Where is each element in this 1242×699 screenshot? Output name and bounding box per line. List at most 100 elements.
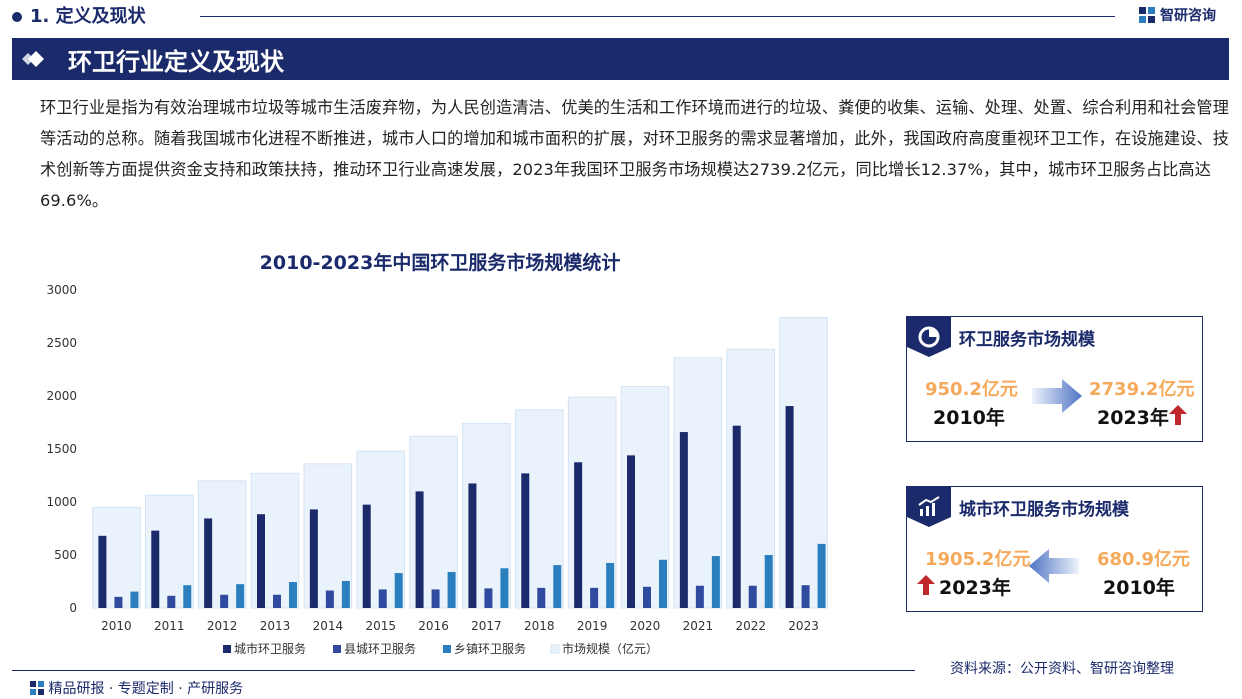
intro-paragraph: 环卫行业是指为有效治理城市垃圾等城市生活废弃物，为人民创造清洁、优美的生活和工作… xyxy=(40,98,1229,210)
bar-urban xyxy=(362,504,371,608)
bar-urban xyxy=(204,518,213,608)
y-tick-label: 0 xyxy=(69,601,77,615)
chart-pie-icon xyxy=(918,326,940,348)
legend-label: 市场规模（亿元） xyxy=(562,641,658,656)
bar-urban xyxy=(151,530,160,608)
bar-township xyxy=(394,573,403,608)
bar-county xyxy=(748,585,757,608)
x-tick-label: 2017 xyxy=(471,619,502,633)
x-tick-label: 2022 xyxy=(735,619,766,633)
x-tick-label: 2020 xyxy=(630,619,661,633)
y-tick-label: 2500 xyxy=(46,336,77,350)
chart-title: 2010-2023年中国环卫服务市场规模统计 xyxy=(259,252,621,274)
bar-township xyxy=(606,562,615,608)
year-2010: 2010年 xyxy=(933,407,1005,429)
bar-township xyxy=(183,585,192,608)
urban-market-title: 城市环卫服务市场规模 xyxy=(959,499,1129,520)
x-tick-label: 2015 xyxy=(365,619,396,633)
y-tick-label: 3000 xyxy=(46,283,77,297)
value-2010: 950.2亿元 xyxy=(925,379,1018,400)
bar-township xyxy=(553,565,562,608)
source-note: 资料来源：公开资料、智研咨询整理 xyxy=(950,661,1174,677)
bar-county xyxy=(643,586,651,608)
legend-label: 城市环卫服务 xyxy=(234,641,306,656)
market-size-title: 环卫服务市场规模 xyxy=(959,329,1095,350)
x-tick-label: 2013 xyxy=(260,619,291,633)
bar-urban xyxy=(257,514,265,608)
bar-township xyxy=(711,556,720,608)
year-2023: 2023年 xyxy=(1097,407,1169,429)
bar-township xyxy=(341,580,350,608)
bar-urban xyxy=(785,406,794,608)
y-tick-label: 1500 xyxy=(46,442,77,456)
x-tick-label: 2018 xyxy=(524,619,555,633)
arrow-left-icon xyxy=(1029,549,1079,583)
bar-township xyxy=(447,571,456,608)
top-divider xyxy=(200,16,1115,17)
value-2023: 2739.2亿元 xyxy=(1089,379,1195,400)
legend-label: 县城环卫服务 xyxy=(344,641,416,656)
bar-county xyxy=(167,595,176,608)
box-tag xyxy=(907,317,951,357)
bar-urban xyxy=(627,455,635,608)
y-tick-label: 1000 xyxy=(46,495,77,509)
bar-county xyxy=(590,587,599,608)
bar-county xyxy=(114,596,123,608)
x-tick-label: 2014 xyxy=(313,619,344,633)
y-tick-label: 2000 xyxy=(46,389,77,403)
legend-swatch xyxy=(550,644,560,654)
banner-title: 环卫行业定义及现状 xyxy=(68,47,284,76)
bar-urban xyxy=(309,509,318,608)
brand-logo-icon xyxy=(1139,7,1155,23)
brand-logo: 智研咨询 xyxy=(1138,5,1216,25)
bar-urban xyxy=(574,462,583,608)
legend-label: 乡镇环卫服务 xyxy=(454,641,526,656)
bar-county xyxy=(325,590,334,608)
bar-county xyxy=(378,589,387,608)
bar-township xyxy=(659,559,667,608)
arrow-right-icon xyxy=(1032,379,1082,413)
year-2010: 2010年 xyxy=(1103,577,1175,599)
bar-urban xyxy=(468,483,477,608)
bar-township xyxy=(289,582,297,608)
y-tick-label: 500 xyxy=(54,548,77,562)
bar-county xyxy=(801,585,810,608)
legend-swatch xyxy=(333,645,341,653)
bar-township xyxy=(130,591,139,608)
bar-urban xyxy=(732,425,741,608)
bar-county xyxy=(537,587,546,608)
market-size-box: 环卫服务市场规模 950.2亿元 2010年 2739.2亿元 2023年 xyxy=(906,316,1203,442)
x-tick-label: 2016 xyxy=(418,619,449,633)
bar-township xyxy=(236,584,245,608)
bar-urban xyxy=(521,473,530,608)
bar-township xyxy=(764,555,773,608)
diamond-icon xyxy=(22,51,44,67)
section-title: 1. 定义及现状 xyxy=(30,6,146,27)
bar-county xyxy=(431,589,440,608)
legend-swatch xyxy=(443,645,451,653)
x-tick-label: 2012 xyxy=(207,619,238,633)
value-2023: 1905.2亿元 xyxy=(925,549,1031,570)
brand-name: 智研咨询 xyxy=(1160,8,1216,24)
x-tick-label: 2010 xyxy=(101,619,132,633)
x-tick-label: 2023 xyxy=(788,619,819,633)
up-arrow-icon xyxy=(1169,405,1187,425)
bar-county xyxy=(273,594,281,608)
bar-urban xyxy=(98,535,107,608)
x-tick-label: 2021 xyxy=(683,619,714,633)
x-tick-label: 2011 xyxy=(154,619,185,633)
bar-urban xyxy=(415,491,424,608)
title-banner: 环卫行业定义及现状 xyxy=(12,38,1229,80)
up-arrow-icon xyxy=(917,575,935,595)
footer-slogan: 精品研报 · 专题定制 · 产研服务 xyxy=(30,678,243,698)
footer-slogan-text: 精品研报 · 专题定制 · 产研服务 xyxy=(48,681,244,697)
box-tag xyxy=(907,487,951,527)
trend-chart-icon xyxy=(918,496,940,516)
bar-chart: 0 500 1000 1500 2000 2500 3000 2010 2011 2012 2013… xyxy=(46,283,828,656)
bar-county xyxy=(484,588,493,608)
bar-county xyxy=(695,585,704,608)
year-2023: 2023年 xyxy=(939,577,1011,599)
bar-township xyxy=(817,543,826,608)
value-2010: 680.9亿元 xyxy=(1097,549,1190,570)
brand-mark-icon xyxy=(30,681,44,695)
